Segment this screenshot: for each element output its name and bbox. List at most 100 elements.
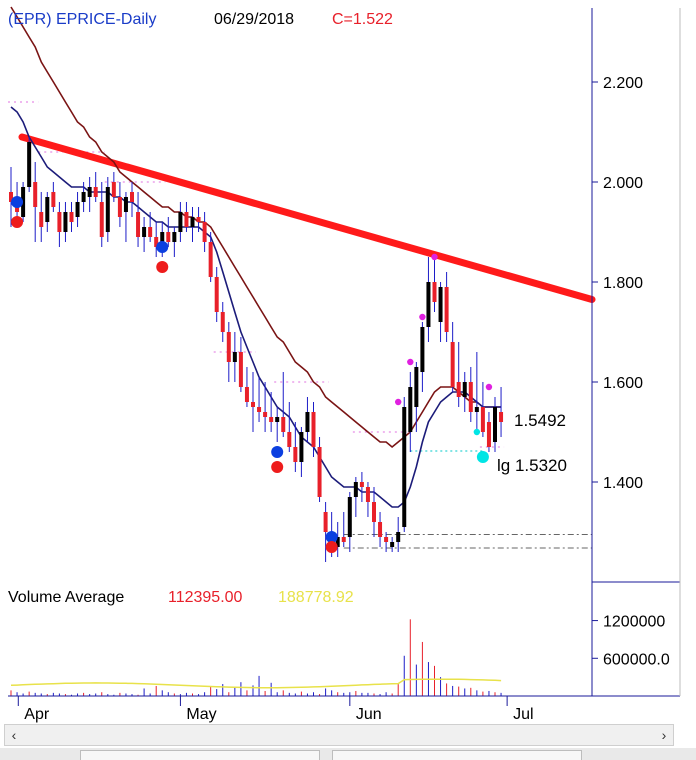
candle-body[interactable] [281,417,286,432]
candle-body[interactable] [51,192,56,207]
candle-body[interactable] [468,382,473,412]
candle-body[interactable] [196,217,201,222]
cyan-signal-dot [473,428,481,436]
candle-body[interactable] [21,187,26,217]
candle-body[interactable] [486,422,491,447]
candle-body[interactable] [87,187,92,197]
candle-body[interactable] [130,192,134,202]
candle-body[interactable] [27,142,32,187]
annotation-label: 1.5492 [514,411,566,430]
candle-body[interactable] [378,522,383,537]
candle-body[interactable] [402,407,407,527]
candle-body[interactable] [474,407,479,412]
candle-body[interactable] [341,537,346,542]
candle-body[interactable] [123,197,128,212]
candle-body[interactable] [81,192,86,202]
candle-body[interactable] [166,232,171,242]
candle-body[interactable] [93,187,98,197]
candle-body[interactable] [75,202,80,217]
window-bottom-strip [0,748,696,760]
candle-body[interactable] [257,407,262,412]
candle-body[interactable] [111,182,116,197]
volume-average-line [10,678,502,689]
candle-body[interactable] [69,212,74,222]
bottom-tab[interactable] [80,750,320,760]
candle-body[interactable] [347,497,352,537]
candle-body[interactable] [317,447,322,497]
candle-body[interactable] [238,352,243,387]
candle-body[interactable] [384,537,389,542]
candle-body[interactable] [154,237,159,247]
candle-body[interactable] [462,382,467,397]
candle-body[interactable] [438,287,443,322]
candle-body[interactable] [299,432,304,462]
candle-body[interactable] [263,412,268,417]
candle-body[interactable] [480,407,485,432]
candle-body[interactable] [450,342,455,387]
candle-body[interactable] [390,542,395,547]
candle-body[interactable] [493,407,497,442]
candle-body[interactable] [275,417,280,422]
magenta-signal-dot [485,383,493,391]
candle-body[interactable] [444,287,449,332]
scrollbar-track[interactable] [25,727,653,743]
candle-body[interactable] [372,502,376,522]
candle-body[interactable] [293,447,298,462]
magenta-signal-dot [419,313,426,321]
blue-signal-dot [325,531,338,543]
candle-body[interactable] [251,402,255,407]
candle-body[interactable] [117,197,122,217]
candle-body[interactable] [456,382,461,397]
candle-body[interactable] [142,227,147,237]
magenta-signal-dot [431,253,438,261]
candle-body[interactable] [311,412,316,447]
candle-body[interactable] [190,217,195,227]
volume-value-red: 112395.00 [168,589,243,606]
horizontal-scrollbar[interactable]: ‹ › [4,724,674,746]
candle-body[interactable] [33,182,38,207]
axes: 1.400 1.600 1.800 2.000 2.200 600000.0 1200000… [8,8,681,723]
candle-body[interactable] [244,387,249,402]
candle-body[interactable] [396,532,401,542]
price-chart[interactable]: 1.5492 lg 1.5320 1.400 1.600 1.800 2.000 2.20… [0,0,696,724]
candle-body[interactable] [220,312,225,332]
bottom-tab[interactable] [332,750,582,760]
candle-body[interactable] [184,212,189,227]
candle-body[interactable] [105,187,110,232]
candle-body[interactable] [287,432,292,447]
candle-body[interactable] [63,212,68,232]
candle-body[interactable] [136,212,141,237]
candle-body[interactable] [9,192,13,202]
price-tick-label: 1.800 [603,275,643,292]
candle-body[interactable] [57,212,62,232]
candle-body[interactable] [99,202,104,237]
candle-body[interactable] [365,487,370,502]
candle-body[interactable] [305,412,310,432]
candle-body[interactable] [39,212,44,227]
candle-body[interactable] [359,482,364,487]
time-tick-label: May [186,706,216,723]
candle-body[interactable] [414,367,419,407]
candle-body[interactable] [232,352,237,362]
candle-body[interactable] [323,512,328,532]
candle-body[interactable] [499,412,504,422]
candle-body[interactable] [214,277,219,312]
candle-body[interactable] [148,227,153,237]
chart-date: 06/29/2018 [214,11,294,28]
candle-body[interactable] [426,282,431,327]
candle-body[interactable] [208,242,213,277]
candle-body[interactable] [178,212,183,232]
candle-body[interactable] [353,482,358,497]
candle-body[interactable] [45,197,50,222]
candle-body[interactable] [172,232,177,242]
candle-body[interactable] [269,417,274,422]
candle-body[interactable] [226,332,231,362]
candle-body[interactable] [160,232,165,247]
scroll-right-icon[interactable]: › [661,727,667,743]
candle-body[interactable] [408,387,413,432]
candle-body[interactable] [420,327,425,372]
candle-body[interactable] [432,282,437,302]
scroll-left-icon[interactable]: ‹ [11,727,17,743]
candle-body[interactable] [335,537,340,547]
candle-body[interactable] [202,222,207,242]
